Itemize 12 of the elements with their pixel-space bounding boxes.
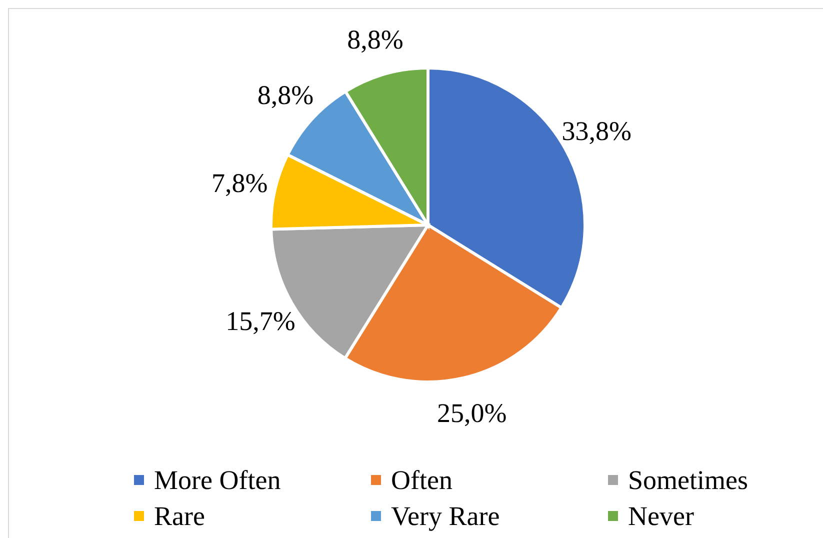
data-label: 33,8% bbox=[562, 116, 632, 146]
data-label: 15,7% bbox=[226, 306, 296, 336]
legend-label: Rare bbox=[154, 500, 205, 532]
legend-label: Never bbox=[628, 500, 694, 532]
data-label: 8,8% bbox=[257, 80, 314, 110]
legend-label: Very Rare bbox=[391, 500, 500, 532]
data-label: 7,8% bbox=[211, 168, 268, 198]
legend-label: More Often bbox=[154, 464, 281, 496]
data-label: 25,0% bbox=[437, 398, 507, 428]
legend-label: Sometimes bbox=[628, 464, 748, 496]
data-label: 8,8% bbox=[347, 24, 404, 54]
legend-label: Often bbox=[391, 464, 452, 496]
